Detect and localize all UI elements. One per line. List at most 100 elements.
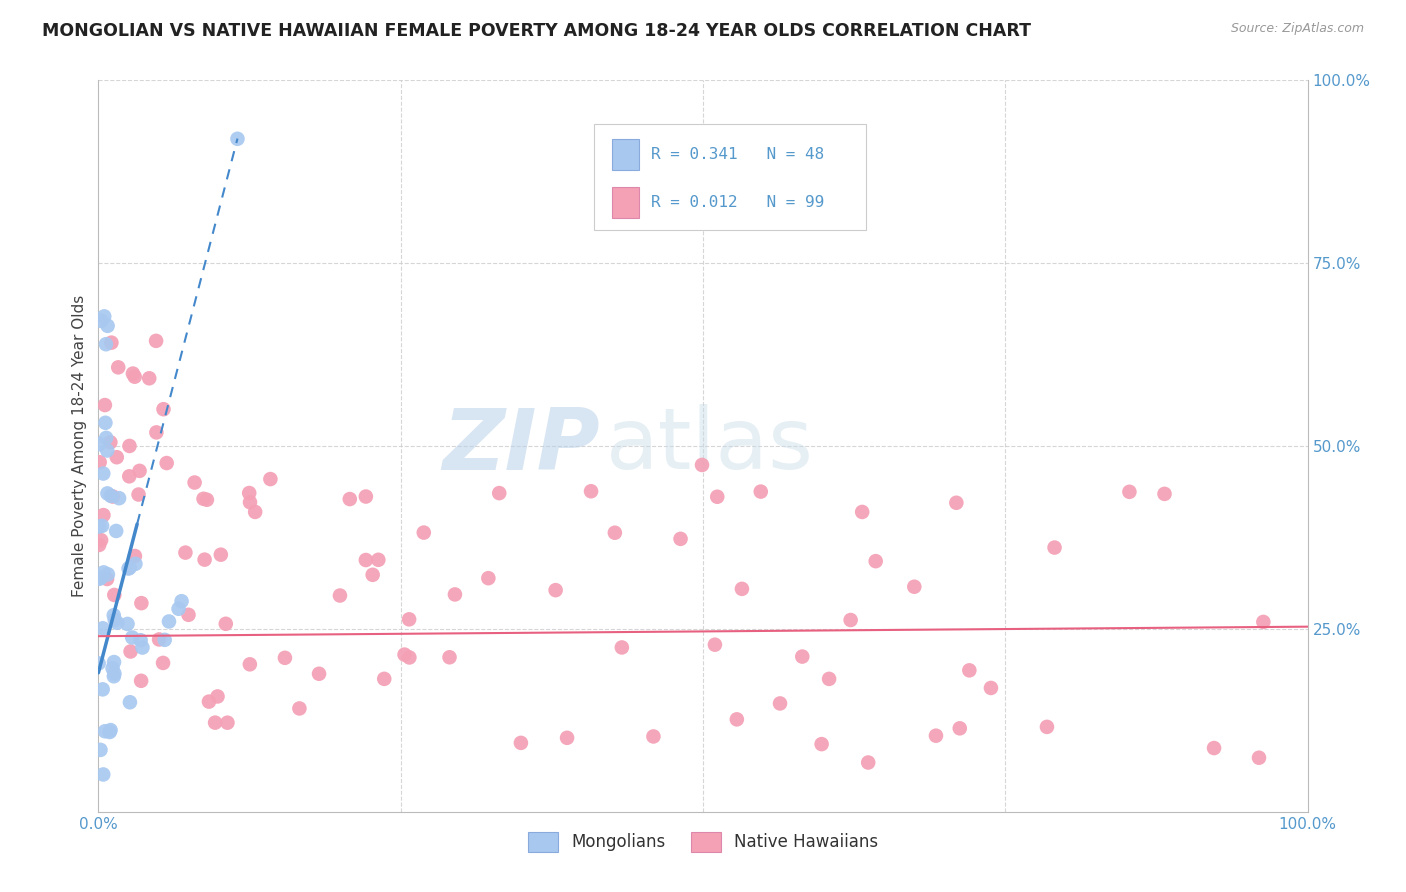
Point [96,572,118,586]
Point [100,335,122,350]
Point [89,572,111,586]
Text: R = 0.012   N = 99: R = 0.012 N = 99 [651,195,824,210]
Point [690,458,713,472]
Point [1202,741,1225,756]
Point [398,612,420,626]
Point [1118,484,1140,499]
Point [105,524,128,538]
Point [792,649,814,664]
Point [544,583,567,598]
Point [703,638,725,652]
Point [183,475,205,490]
Point [669,532,692,546]
Point [579,484,602,499]
Point [89,743,111,757]
Point [100,723,122,737]
Point [97,567,120,582]
Point [91,621,114,635]
Point [90,571,112,585]
Point [259,472,281,486]
Point [274,650,297,665]
Point [94,724,117,739]
Point [98,725,121,739]
Point [122,367,145,381]
Point [152,656,174,670]
Point [156,456,179,470]
Point [128,464,150,478]
Point [858,756,880,770]
Point [731,582,754,596]
Point [394,648,416,662]
Point [89,538,111,552]
Point [851,505,873,519]
Point [117,561,139,575]
Point [354,490,377,504]
Point [145,334,167,348]
Point [412,525,434,540]
Point [129,633,152,648]
Point [980,681,1002,695]
Point [194,552,217,566]
Text: R = 0.341   N = 48: R = 0.341 N = 48 [651,146,824,161]
Point [239,495,262,509]
Point [818,672,841,686]
Point [367,553,389,567]
Point [1253,615,1275,629]
Point [725,712,748,726]
Point [226,132,249,146]
Point [87,657,110,671]
Point [1043,541,1066,555]
Point [509,736,531,750]
Point [96,486,118,500]
Point [706,490,728,504]
Point [93,310,115,324]
Point [120,644,142,658]
Point [1247,750,1270,764]
Point [94,337,117,351]
Point [177,607,200,622]
Point [603,525,626,540]
Point [152,402,174,417]
Point [610,640,633,655]
Point [839,613,862,627]
Point [103,669,125,683]
Point [118,469,141,483]
Point [439,650,461,665]
Point [865,554,887,568]
Point [124,557,146,571]
Point [488,486,510,500]
Point [96,431,118,445]
Point [128,487,150,501]
Point [555,731,578,745]
Point [124,369,146,384]
Point [243,505,266,519]
Point [131,596,153,610]
Point [198,695,221,709]
Point [105,450,128,465]
Point [98,435,121,450]
Point [174,546,197,560]
Point [361,567,384,582]
Point [108,491,131,505]
Point [195,492,218,507]
Point [131,640,153,655]
Legend: Mongolians, Native Hawaiians: Mongolians, Native Hawaiians [522,826,884,858]
Point [107,360,129,375]
Point [91,682,114,697]
Point [204,715,226,730]
Point [103,588,125,602]
Point [308,666,330,681]
Point [167,601,190,615]
Point [288,701,311,715]
Point [193,491,215,506]
Point [810,737,832,751]
Point [96,443,118,458]
Point [118,439,141,453]
Point [217,715,239,730]
Point [93,566,115,580]
Point [90,314,112,328]
Point [101,661,124,675]
Text: atlas: atlas [606,404,814,488]
Point [945,496,967,510]
Point [145,425,167,440]
